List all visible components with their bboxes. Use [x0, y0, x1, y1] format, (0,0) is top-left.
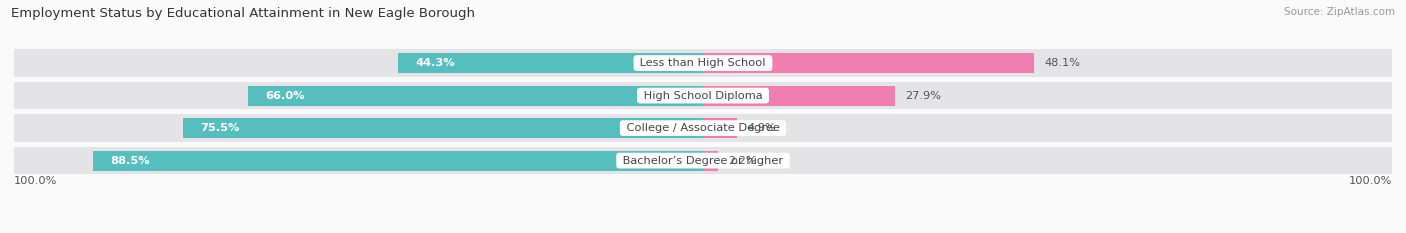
- Text: 27.9%: 27.9%: [905, 91, 942, 101]
- Text: Employment Status by Educational Attainment in New Eagle Borough: Employment Status by Educational Attainm…: [11, 7, 475, 20]
- Text: Less than High School: Less than High School: [637, 58, 769, 68]
- Bar: [183, 118, 703, 138]
- Bar: [14, 114, 1392, 142]
- Text: 44.3%: 44.3%: [415, 58, 454, 68]
- Text: 66.0%: 66.0%: [266, 91, 305, 101]
- Bar: [14, 82, 1392, 109]
- Text: 100.0%: 100.0%: [1348, 176, 1392, 186]
- Bar: [14, 49, 1392, 77]
- Text: Bachelor’s Degree or higher: Bachelor’s Degree or higher: [619, 156, 787, 166]
- Text: 4.9%: 4.9%: [747, 123, 776, 133]
- Bar: [249, 86, 703, 106]
- Text: 48.1%: 48.1%: [1045, 58, 1081, 68]
- Bar: [703, 53, 1035, 73]
- Bar: [93, 151, 703, 171]
- Bar: [14, 147, 1392, 174]
- Text: College / Associate Degree: College / Associate Degree: [623, 123, 783, 133]
- Bar: [398, 53, 703, 73]
- Bar: [703, 118, 737, 138]
- Text: 100.0%: 100.0%: [14, 176, 58, 186]
- Text: High School Diploma: High School Diploma: [640, 91, 766, 101]
- Bar: [703, 86, 896, 106]
- Bar: [703, 151, 718, 171]
- Text: 75.5%: 75.5%: [200, 123, 239, 133]
- Text: 88.5%: 88.5%: [111, 156, 150, 166]
- Text: Source: ZipAtlas.com: Source: ZipAtlas.com: [1284, 7, 1395, 17]
- Text: 2.2%: 2.2%: [728, 156, 756, 166]
